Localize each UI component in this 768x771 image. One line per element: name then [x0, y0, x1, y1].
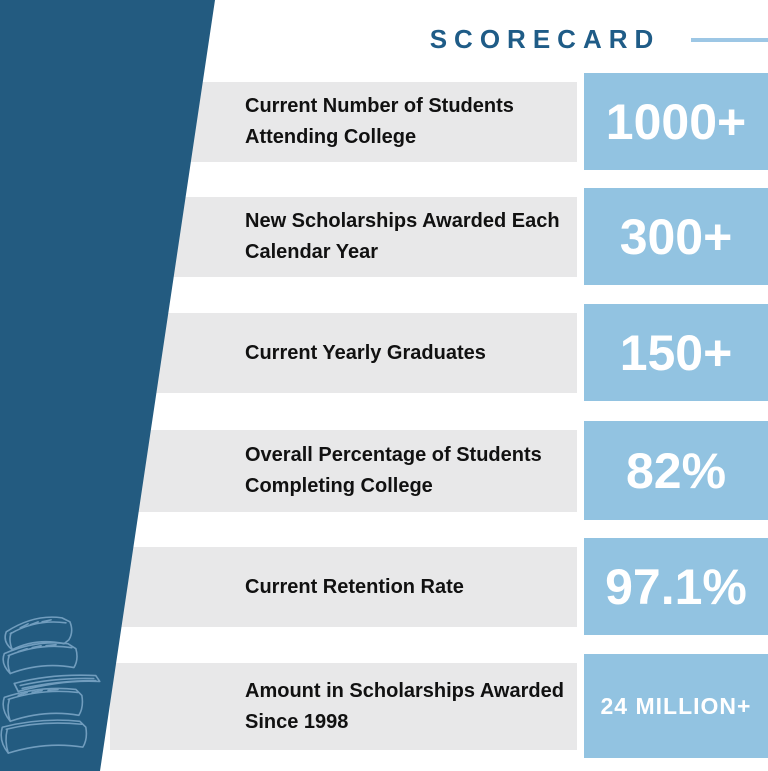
- metric-value: 24 MILLION+: [600, 692, 752, 719]
- page-title: SCORECARD: [429, 24, 661, 54]
- metric-row: New Scholarships Awarded Each Calendar Y…: [110, 188, 768, 285]
- metric-row: Current Retention Rate 97.1%: [110, 538, 768, 635]
- metric-label: New Scholarships Awarded Each Calendar Y…: [245, 210, 560, 263]
- metric-row: Amount in Scholarships Awarded Since 199…: [110, 654, 768, 758]
- metric-value: 1000+: [605, 93, 747, 150]
- metric-label: Current Yearly Graduates: [245, 341, 486, 364]
- metric-value: 97.1%: [605, 558, 747, 615]
- metric-label-bar: Overall Percentage of Students Completin…: [110, 430, 577, 512]
- metric-label: Current Number of Students Attending Col…: [245, 95, 514, 148]
- metric-value: 300+: [619, 208, 733, 265]
- metric-value-box: 24 MILLION+: [584, 654, 768, 758]
- metric-label: Amount in Scholarships Awarded Since 199…: [245, 679, 564, 733]
- metric-value-box: 97.1%: [584, 538, 768, 635]
- metric-label-bar: Current Yearly Graduates: [110, 313, 577, 393]
- metric-value: 82%: [625, 442, 727, 499]
- metric-label: Current Retention Rate: [245, 575, 464, 598]
- metric-label: Overall Percentage of Students Completin…: [245, 444, 542, 497]
- metric-row: Current Number of Students Attending Col…: [110, 73, 768, 170]
- title-underline: [691, 38, 768, 42]
- metric-value-box: 82%: [584, 421, 768, 520]
- metric-value: 150+: [619, 324, 733, 381]
- metric-row: Overall Percentage of Students Completin…: [110, 421, 768, 520]
- metric-label-bar: New Scholarships Awarded Each Calendar Y…: [110, 197, 577, 277]
- metric-label-bar: Amount in Scholarships Awarded Since 199…: [110, 663, 577, 750]
- metric-value-box: 150+: [584, 304, 768, 401]
- metric-value-box: 1000+: [584, 73, 768, 170]
- metric-label-bar: Current Retention Rate: [110, 547, 577, 627]
- metric-value-box: 300+: [584, 188, 768, 285]
- metric-row: Current Yearly Graduates 150+: [110, 304, 768, 401]
